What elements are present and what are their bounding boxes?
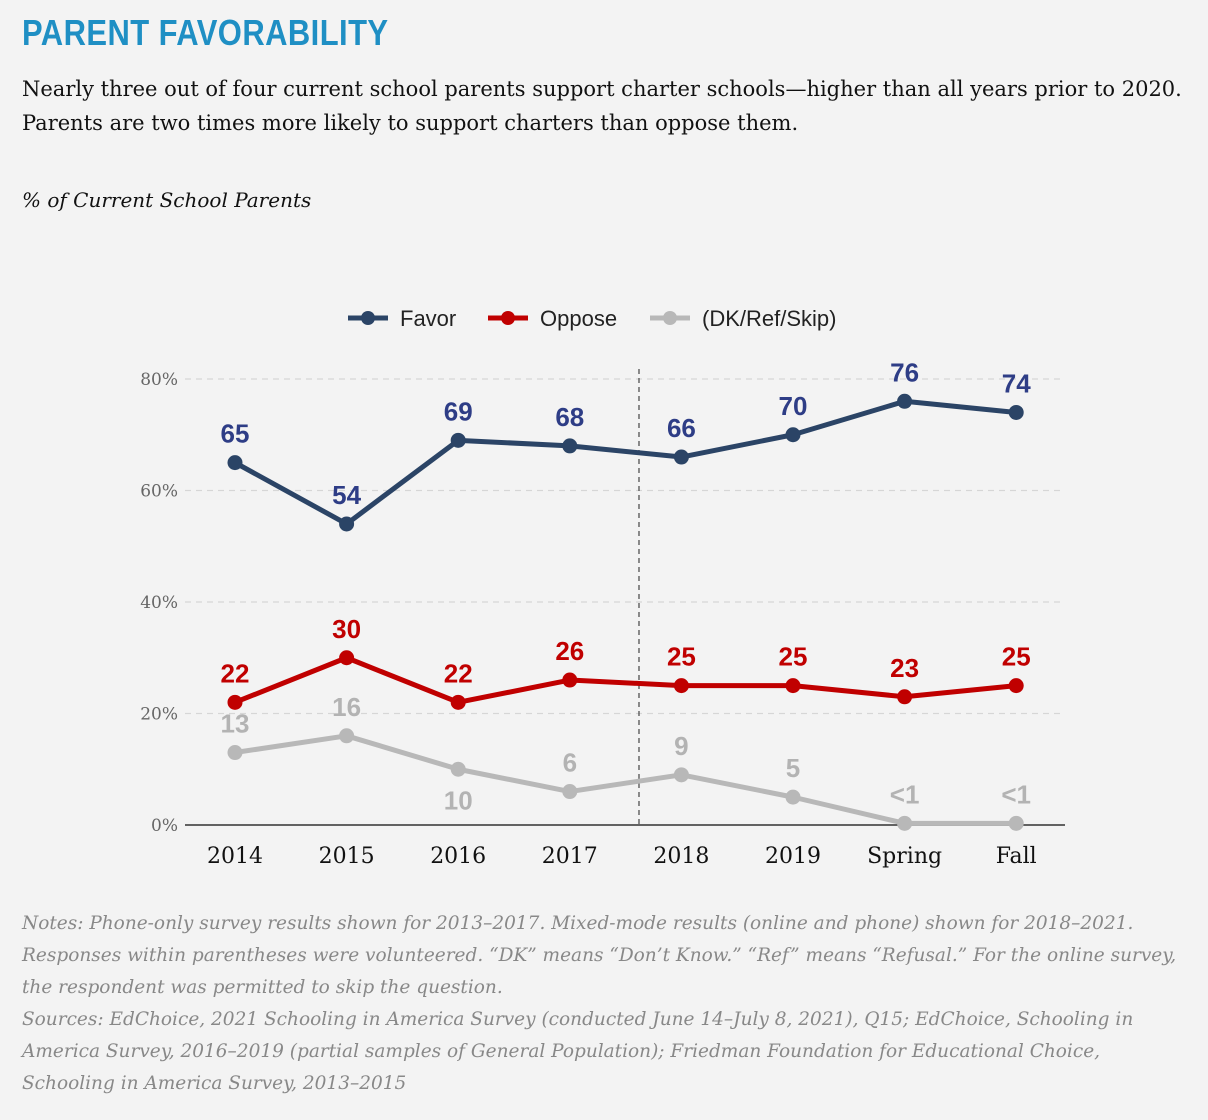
data-point	[897, 689, 913, 705]
data-label: 69	[444, 396, 473, 426]
legend-marker	[361, 311, 375, 325]
data-point	[897, 815, 913, 831]
data-label: 25	[1002, 642, 1031, 672]
x-tick-label: 2015	[319, 844, 375, 869]
data-point	[1008, 815, 1024, 831]
data-point	[339, 516, 355, 532]
x-tick-label: Fall	[996, 844, 1037, 869]
data-point	[562, 672, 578, 688]
x-tick-label: 2019	[765, 844, 821, 869]
data-point	[1008, 678, 1024, 694]
x-tick-label: 2014	[207, 844, 263, 869]
data-label: 25	[779, 642, 808, 672]
legend-label: (DK/Ref/Skip)	[702, 306, 836, 331]
data-label: <1	[1001, 779, 1031, 809]
data-label: 5	[786, 753, 800, 783]
legend-label: Favor	[400, 306, 456, 331]
data-label: 68	[555, 402, 584, 432]
data-label: 54	[332, 480, 361, 510]
data-point	[450, 432, 466, 448]
data-point	[785, 427, 801, 443]
y-tick-label: 0%	[151, 816, 178, 836]
data-point	[450, 694, 466, 710]
notes-text: Notes: Phone-only survey results shown f…	[22, 913, 1177, 998]
data-label: 25	[667, 642, 696, 672]
x-tick-label: 2016	[430, 844, 486, 869]
x-tick-label: 2017	[542, 844, 598, 869]
chart-footnotes: Notes: Phone-only survey results shown f…	[22, 908, 1192, 1100]
data-point	[1008, 404, 1024, 420]
legend-marker	[501, 311, 515, 325]
data-point	[227, 745, 243, 761]
data-label: 30	[332, 614, 361, 644]
data-label: 65	[221, 419, 250, 449]
data-point	[227, 455, 243, 471]
data-label: 13	[221, 709, 250, 739]
series-line-0	[233, 398, 1017, 527]
data-point	[785, 678, 801, 694]
series-line-1	[234, 655, 1017, 705]
x-tick-label: Spring	[867, 844, 942, 869]
x-tick-label: 2018	[653, 844, 709, 869]
data-point	[897, 393, 913, 409]
data-label: 74	[1002, 368, 1031, 398]
series-line-2	[234, 733, 1017, 826]
data-label: 76	[890, 357, 919, 387]
y-tick-label: 60%	[140, 482, 178, 502]
y-tick-label: 20%	[140, 705, 178, 725]
data-label: 70	[779, 391, 808, 421]
data-label: 6	[563, 748, 577, 778]
legend-label: Oppose	[540, 306, 617, 331]
data-label: 9	[674, 731, 688, 761]
legend-marker	[663, 311, 677, 325]
data-point	[562, 438, 578, 454]
data-label: 10	[444, 785, 473, 815]
y-tick-label: 80%	[140, 370, 178, 390]
data-label: 22	[221, 658, 250, 688]
page-title: PARENT FAVORABILITY	[22, 12, 389, 53]
sources-text: Sources: EdChoice, 2021 Schooling in Ame…	[22, 1009, 1134, 1094]
line-chart: 0% 20% 40% 60% 80% 2014 2015 2016 2017 2018 2019 Sp…	[140, 306, 1065, 869]
data-label: 66	[667, 413, 696, 443]
data-point	[562, 784, 578, 800]
chart-subtitle: % of Current School Parents	[22, 188, 312, 212]
data-point	[673, 449, 689, 465]
data-label: <1	[890, 779, 920, 809]
data-label: 22	[444, 658, 473, 688]
chart-description: Nearly three out of four current school …	[22, 77, 1182, 135]
y-tick-label: 40%	[140, 593, 178, 613]
data-point	[339, 650, 355, 666]
data-point	[339, 728, 355, 744]
data-point	[450, 761, 466, 777]
data-label: 23	[890, 653, 919, 683]
data-label: 26	[555, 636, 584, 666]
data-label: 16	[332, 692, 361, 722]
data-point	[673, 678, 689, 694]
data-point	[785, 789, 801, 805]
data-point	[673, 767, 689, 783]
data-point	[227, 694, 243, 710]
